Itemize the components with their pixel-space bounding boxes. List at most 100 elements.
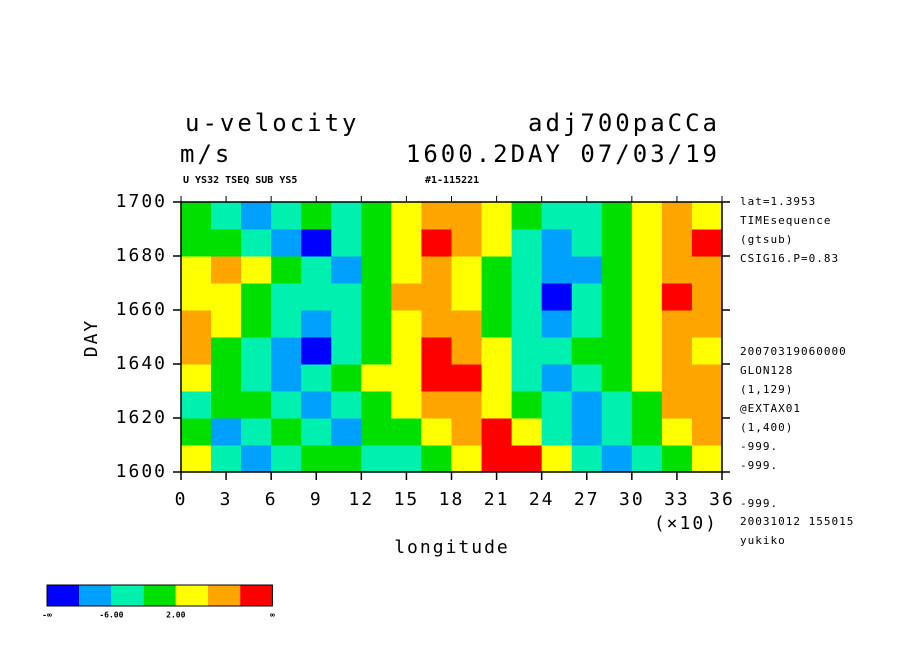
- field-cell: [691, 310, 723, 338]
- field-cell: [241, 202, 272, 230]
- field-cell: [391, 229, 422, 257]
- field-cell: [661, 445, 693, 473]
- field-cell: [451, 283, 483, 311]
- field-cell: [601, 310, 633, 338]
- field-cell: [601, 283, 633, 311]
- field-cell: [331, 418, 362, 446]
- field-cell: [481, 202, 513, 230]
- units: m/s: [180, 140, 232, 168]
- field-cell: [271, 202, 302, 230]
- field-cell: [601, 256, 633, 284]
- field-cell: [691, 283, 723, 311]
- field-cell: [631, 283, 663, 311]
- field-cell: [601, 364, 633, 392]
- field-cell: [181, 391, 212, 419]
- note: -999.: [740, 440, 778, 453]
- field-cell: [361, 310, 392, 338]
- field-cell: [511, 445, 543, 473]
- field-cell: [421, 256, 452, 284]
- field-cell: [451, 418, 483, 446]
- y-axis-label: DAY: [81, 319, 102, 358]
- x-tick-label: 36: [709, 489, 735, 510]
- chart-title: u-velocity: [185, 109, 360, 137]
- field-cell: [451, 364, 483, 392]
- colorbar-swatch: [79, 585, 112, 606]
- colorbar-label: -6.00: [99, 611, 123, 620]
- field-cell: [661, 229, 693, 257]
- field-cell: [451, 202, 483, 230]
- field-cell: [661, 202, 693, 230]
- field-cell: [481, 310, 513, 338]
- field-cell: [601, 391, 633, 419]
- x-tick-label: 3: [220, 489, 233, 510]
- colorbar-swatch: [143, 585, 176, 606]
- field-cell: [301, 202, 332, 230]
- field-cell: [361, 418, 392, 446]
- field-cell: [541, 202, 573, 230]
- field-cell: [241, 391, 272, 419]
- field-cell: [241, 283, 272, 311]
- x-axis-label: longitude: [394, 537, 510, 558]
- field-cell: [481, 229, 513, 257]
- field-cell: [691, 418, 723, 446]
- field-cell: [211, 202, 242, 230]
- field-cell: [361, 202, 392, 230]
- note: yukiko: [740, 534, 786, 547]
- field-cell: [481, 256, 513, 284]
- field-cell: [541, 256, 573, 284]
- x-tick-label: 30: [619, 489, 645, 510]
- y-tick-label: 1600: [116, 461, 167, 482]
- field-cell: [211, 256, 242, 284]
- field-cell: [421, 445, 452, 473]
- field-cell: [241, 364, 272, 392]
- x-tick-label: 6: [265, 489, 278, 510]
- field-cell: [481, 364, 513, 392]
- field-cell: [451, 337, 483, 365]
- field-cell: [661, 283, 693, 311]
- subtitle-right: 1600.2DAY 07/03/19: [406, 140, 720, 168]
- field-cell: [271, 445, 302, 473]
- field-cell: [331, 229, 362, 257]
- field-cell: [241, 445, 272, 473]
- x-tick-label: 27: [574, 489, 600, 510]
- field-cell: [241, 229, 272, 257]
- note: -999.: [740, 497, 778, 510]
- field-cell: [631, 391, 663, 419]
- field-cell: [631, 310, 663, 338]
- field-cell: [481, 445, 513, 473]
- x-tick-label: 18: [439, 489, 465, 510]
- colorbar-label: -∞: [42, 611, 52, 620]
- field-cell: [631, 364, 663, 392]
- field-cell: [481, 391, 513, 419]
- field-cell: [691, 337, 723, 365]
- field-cell: [571, 256, 603, 284]
- field-cell: [331, 364, 362, 392]
- field-cell: [631, 445, 663, 473]
- note: (gtsub): [740, 233, 793, 246]
- field-cell: [181, 202, 212, 230]
- field-cell: [361, 445, 392, 473]
- field-cell: [181, 256, 212, 284]
- field-cell: [421, 364, 452, 392]
- field-cell: [541, 364, 573, 392]
- note: TIMEsequence: [740, 214, 831, 227]
- field-cell: [391, 391, 422, 419]
- field-cell: [511, 202, 543, 230]
- field-cell: [661, 337, 693, 365]
- field-cell: [571, 418, 603, 446]
- field-cell: [421, 391, 452, 419]
- field-cell: [301, 337, 332, 365]
- field-cell: [571, 310, 603, 338]
- field-cell: [601, 418, 633, 446]
- field-cell: [571, 337, 603, 365]
- field-cell: [331, 391, 362, 419]
- field-cell: [661, 310, 693, 338]
- field-cell: [211, 283, 242, 311]
- note: @EXTAX01: [740, 402, 801, 415]
- field-cell: [511, 337, 543, 365]
- field-cell: [331, 202, 362, 230]
- field-cell: [391, 283, 422, 311]
- field-cell: [331, 445, 362, 473]
- field-cell: [571, 445, 603, 473]
- field-cell: [361, 391, 392, 419]
